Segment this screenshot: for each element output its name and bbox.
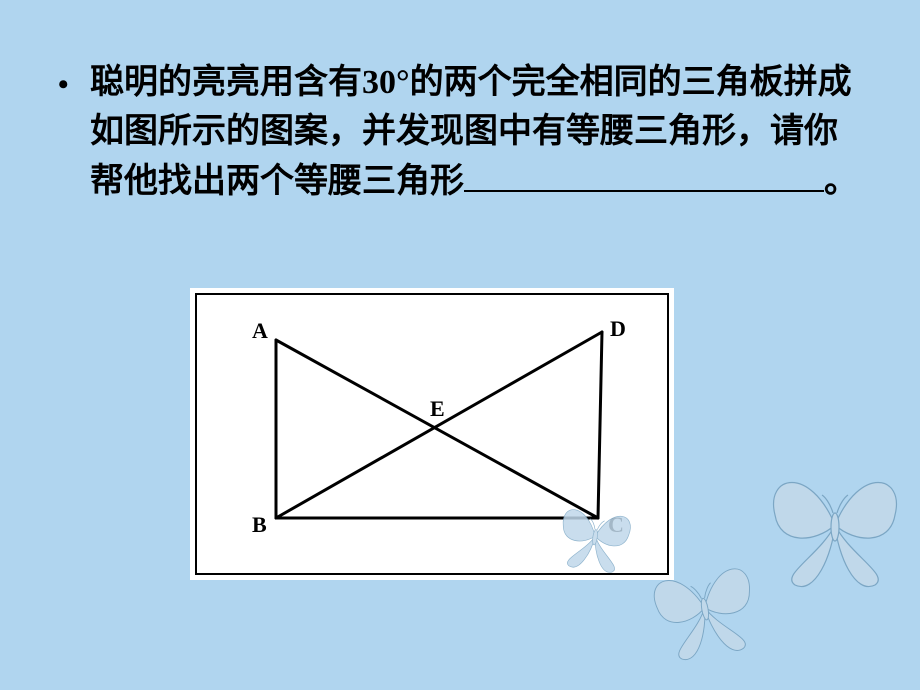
geometry-svg: A B C D E: [190, 288, 674, 580]
problem-text-tail: 。: [824, 163, 858, 200]
svg-text:D: D: [610, 316, 626, 341]
problem-text: 聪明的亮亮用含有30°的两个完全相同的三角板拼成如图所示的图案，并发现图中有等腰…: [90, 58, 860, 206]
svg-text:E: E: [430, 396, 445, 421]
geometry-figure: A B C D E: [190, 288, 674, 580]
butterfly-decor-1: [760, 455, 910, 600]
svg-text:A: A: [252, 318, 268, 343]
bullet-dot: •: [58, 68, 69, 102]
slide: • 聪明的亮亮用含有30°的两个完全相同的三角板拼成如图所示的图案，并发现图中有…: [0, 0, 920, 690]
answer-blank: [464, 161, 824, 192]
svg-text:C: C: [608, 512, 624, 537]
svg-text:B: B: [252, 512, 267, 537]
